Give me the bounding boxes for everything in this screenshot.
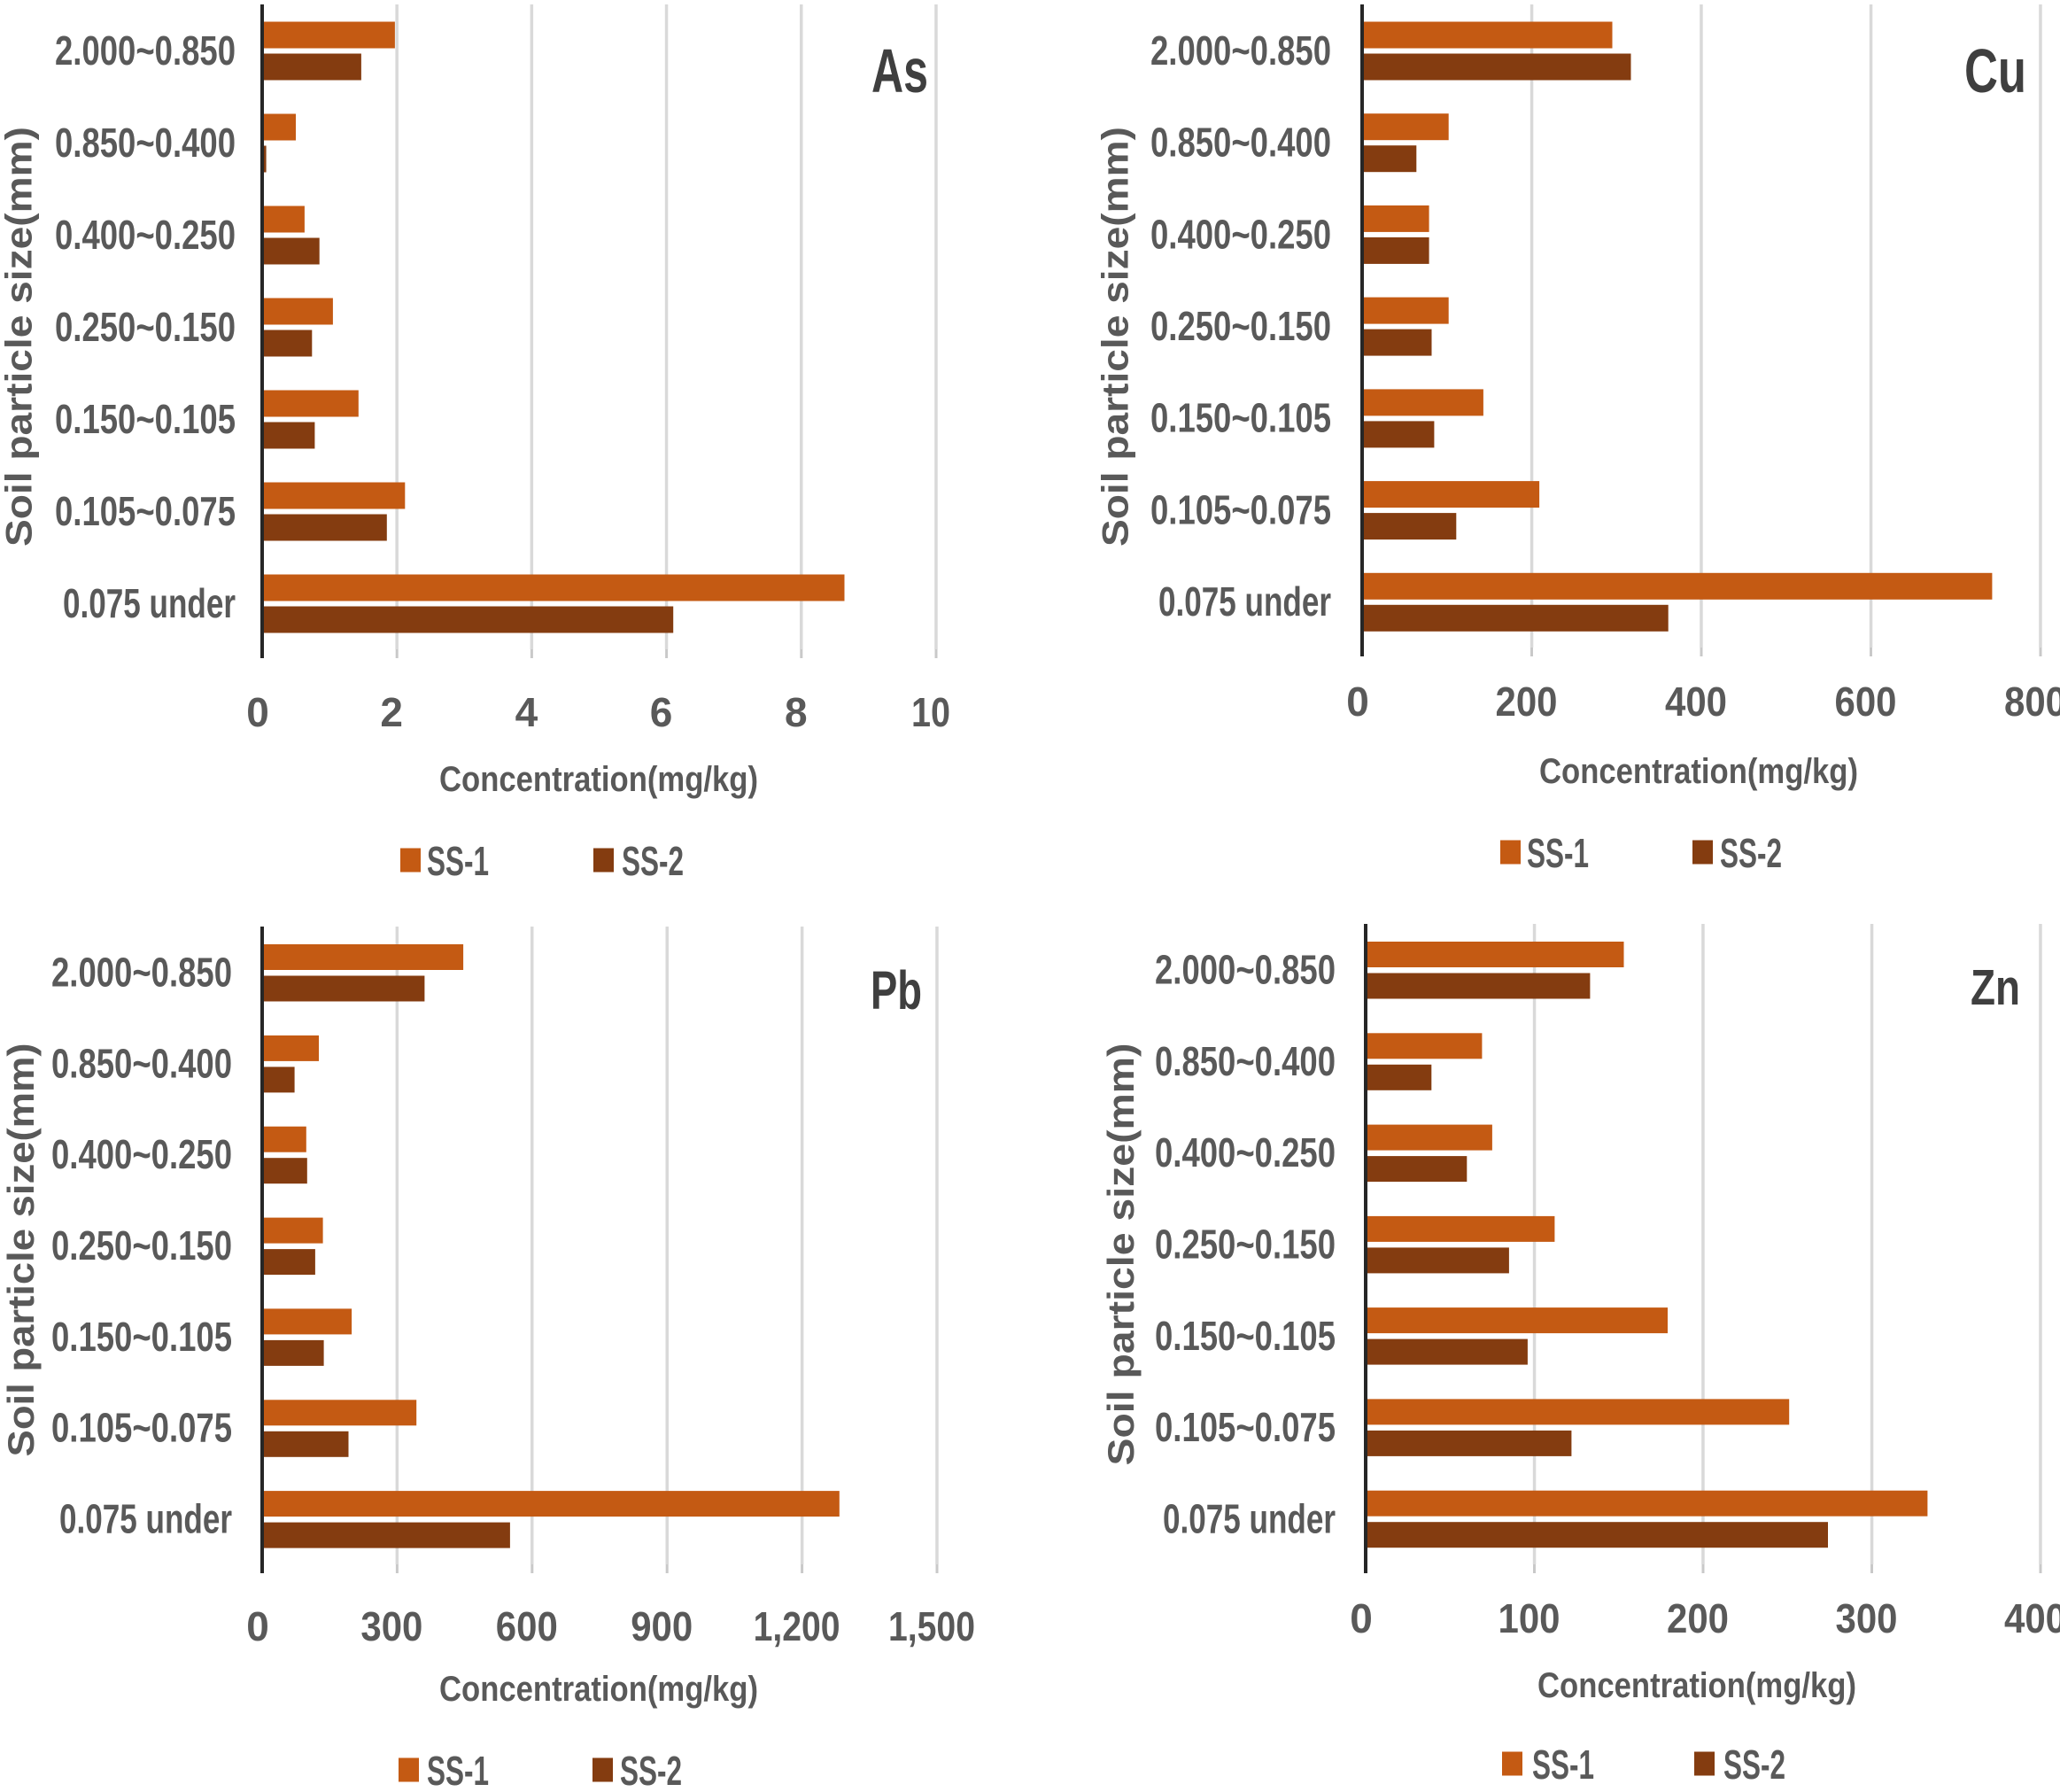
svg-text:As: As [871, 36, 928, 105]
svg-text:2.000~0.850: 2.000~0.850 [1155, 947, 1336, 993]
svg-text:300: 300 [360, 1603, 422, 1649]
svg-text:0.400~0.250: 0.400~0.250 [51, 1131, 232, 1177]
svg-text:0.075 under: 0.075 under [1158, 578, 1331, 624]
svg-text:200: 200 [1667, 1595, 1729, 1641]
svg-text:2.000~0.850: 2.000~0.850 [55, 27, 236, 74]
svg-text:0.150~0.105: 0.150~0.105 [1150, 395, 1331, 441]
svg-text:SS-1: SS-1 [1532, 1742, 1594, 1788]
svg-text:10: 10 [911, 689, 950, 735]
svg-text:800: 800 [2004, 679, 2060, 725]
svg-text:0.105~0.075: 0.105~0.075 [51, 1405, 232, 1451]
svg-text:1,200: 1,200 [754, 1603, 840, 1649]
svg-text:4: 4 [515, 689, 538, 735]
svg-text:Concentration(mg/kg): Concentration(mg/kg) [1537, 1666, 1856, 1705]
svg-text:0.250~0.150: 0.250~0.150 [51, 1222, 232, 1268]
svg-text:0.250~0.150: 0.250~0.150 [1155, 1222, 1336, 1268]
svg-text:0.400~0.250: 0.400~0.250 [55, 212, 236, 258]
svg-text:0.250~0.150: 0.250~0.150 [1150, 303, 1331, 349]
svg-text:Soil particle size(mm): Soil particle size(mm) [0, 127, 40, 547]
svg-text:0.400~0.250: 0.400~0.250 [1150, 211, 1331, 257]
svg-text:0.075 under: 0.075 under [59, 1496, 232, 1542]
svg-text:100: 100 [1499, 1595, 1560, 1641]
svg-text:0.250~0.150: 0.250~0.150 [55, 304, 236, 350]
svg-text:2: 2 [380, 689, 403, 735]
svg-text:SS-2: SS-2 [622, 838, 684, 884]
svg-text:Zn: Zn [1971, 959, 2020, 1016]
svg-text:SS-1: SS-1 [1527, 830, 1589, 876]
svg-text:900: 900 [631, 1603, 693, 1649]
svg-text:0.850~0.400: 0.850~0.400 [1150, 120, 1331, 166]
svg-text:0.105~0.075: 0.105~0.075 [1155, 1404, 1336, 1450]
svg-text:0.105~0.075: 0.105~0.075 [55, 488, 236, 534]
svg-text:0.850~0.400: 0.850~0.400 [51, 1040, 232, 1086]
svg-text:0.150~0.105: 0.150~0.105 [51, 1314, 232, 1360]
svg-text:Concentration(mg/kg): Concentration(mg/kg) [1539, 752, 1858, 791]
svg-text:600: 600 [496, 1603, 558, 1649]
svg-text:0.150~0.105: 0.150~0.105 [55, 396, 236, 442]
svg-text:SS-2: SS-2 [620, 1748, 682, 1788]
svg-text:SS-2: SS-2 [1723, 1742, 1785, 1788]
svg-text:400: 400 [2004, 1595, 2060, 1641]
svg-text:0: 0 [246, 1603, 269, 1649]
svg-text:Pb: Pb [871, 960, 922, 1020]
svg-text:0.075 under: 0.075 under [1163, 1495, 1336, 1541]
svg-text:6: 6 [650, 689, 673, 735]
svg-text:0.400~0.250: 0.400~0.250 [1155, 1129, 1336, 1175]
svg-text:2.000~0.850: 2.000~0.850 [1150, 27, 1331, 74]
svg-text:400: 400 [1665, 679, 1727, 725]
svg-text:600: 600 [1835, 679, 1897, 725]
svg-text:300: 300 [1836, 1595, 1898, 1641]
svg-text:Soil particle size(mm): Soil particle size(mm) [1100, 1043, 1142, 1466]
svg-text:2.000~0.850: 2.000~0.850 [51, 949, 232, 995]
svg-text:200: 200 [1496, 679, 1558, 725]
svg-text:Soil particle size(mm): Soil particle size(mm) [1095, 127, 1136, 547]
svg-text:SS-1: SS-1 [427, 838, 489, 884]
svg-text:0.105~0.075: 0.105~0.075 [1150, 486, 1331, 532]
svg-text:0.850~0.400: 0.850~0.400 [1155, 1038, 1336, 1084]
svg-text:8: 8 [785, 689, 808, 735]
svg-text:0.150~0.105: 0.150~0.105 [1155, 1313, 1336, 1359]
svg-text:Concentration(mg/kg): Concentration(mg/kg) [439, 760, 758, 799]
svg-text:SS-2: SS-2 [1720, 830, 1782, 876]
svg-text:0.850~0.400: 0.850~0.400 [55, 120, 236, 166]
svg-text:Concentration(mg/kg): Concentration(mg/kg) [439, 1670, 758, 1709]
svg-text:Cu: Cu [1964, 36, 2026, 105]
svg-text:1,500: 1,500 [888, 1603, 975, 1649]
svg-text:0.075 under: 0.075 under [63, 580, 236, 626]
svg-text:SS-1: SS-1 [427, 1748, 489, 1788]
svg-text:0: 0 [246, 689, 269, 735]
svg-text:0: 0 [1350, 1595, 1373, 1641]
svg-text:0: 0 [1346, 679, 1369, 725]
svg-text:Soil particle size(mm): Soil particle size(mm) [0, 1043, 42, 1457]
